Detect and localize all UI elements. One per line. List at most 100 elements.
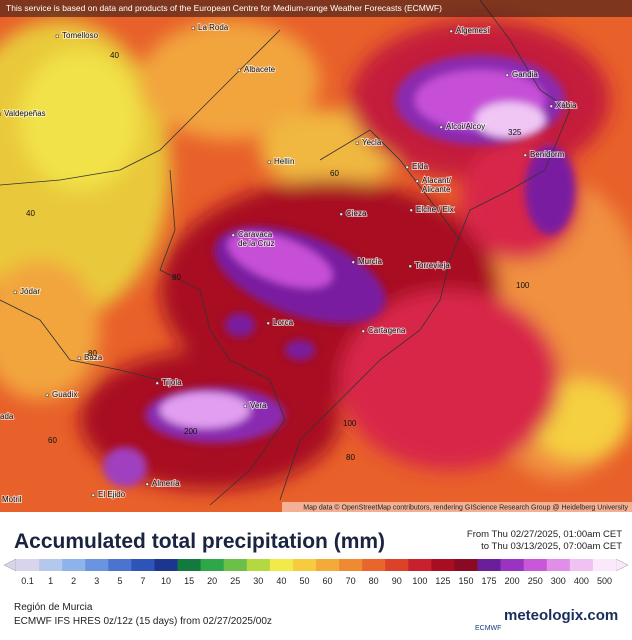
city-line: Benidorm <box>530 150 565 159</box>
city-marker <box>415 179 419 183</box>
city-marker <box>266 321 270 325</box>
city-label: Caravaca de la Cruz <box>238 230 274 248</box>
colorbar-label: 250 <box>528 576 543 586</box>
region: Región de Murcia <box>14 602 93 613</box>
brand: meteologix.com <box>504 607 619 624</box>
heavy-precip <box>103 55 575 487</box>
colorbar-label: 10 <box>161 576 171 586</box>
city-label: Alacant/Alicante <box>422 176 452 194</box>
city-line: Elda <box>412 162 429 171</box>
colorbar-label: 80 <box>369 576 379 586</box>
city-label: Torrevieja <box>415 261 450 270</box>
city-label: Baza <box>84 353 103 362</box>
city-line: Guadix <box>52 390 77 399</box>
map: This service is based on data and produc… <box>0 0 632 512</box>
city-label: Almería <box>152 479 180 488</box>
city-marker <box>523 153 527 157</box>
city-marker <box>155 381 159 385</box>
city-label: Valdepeñas <box>4 109 46 118</box>
colorbar-label: 15 <box>184 576 194 586</box>
colorbar-label: 50 <box>299 576 309 586</box>
city-line: ada <box>0 412 14 421</box>
city-line: Lorca <box>273 318 294 327</box>
colorbar-label: 25 <box>230 576 240 586</box>
colorbar-cell <box>408 559 432 571</box>
colorbar-label: 0.1 <box>21 576 34 586</box>
contour-label: 80 <box>88 349 97 358</box>
colorbar-cell <box>316 559 340 571</box>
colorbar-label: 500 <box>597 576 612 586</box>
banner-text: This service is based on data and produc… <box>6 3 442 13</box>
city-marker <box>0 112 1 116</box>
banner-bg <box>0 0 632 17</box>
colorbar-label: 300 <box>551 576 566 586</box>
period-to: to Thu 03/13/2025, 07:00am CET <box>481 541 622 552</box>
city-marker <box>45 393 49 397</box>
colorbar-cell <box>154 559 178 571</box>
city-label: Motril <box>2 495 22 504</box>
city-marker <box>355 141 359 145</box>
city-label: Yecla <box>362 138 382 147</box>
city-label: Jódar <box>20 287 40 296</box>
city-line: Tíjola <box>162 378 182 387</box>
city-label: Alcoi/Alcoy <box>446 122 485 131</box>
colorbar-cell <box>592 559 617 571</box>
colorbar-label: 125 <box>435 576 450 586</box>
colorbar-cell <box>108 559 132 571</box>
city-marker <box>505 73 509 77</box>
borders <box>0 0 571 506</box>
colorbar-label: 20 <box>207 576 217 586</box>
colorbar-label: 150 <box>458 576 473 586</box>
ecmwf-logo: ECMWF <box>475 625 502 632</box>
city-line: Valdepeñas <box>4 109 46 118</box>
city-marker <box>13 290 17 294</box>
city-line: Hellín <box>274 157 294 166</box>
contour-label: 325 <box>508 128 522 137</box>
colorbar-label: 100 <box>412 576 427 586</box>
city-line: Tomelloso <box>62 31 99 40</box>
city-label: Murcia <box>358 257 383 266</box>
contour-label: 60 <box>48 436 57 445</box>
city-marker <box>361 329 365 333</box>
city-line: de la Cruz <box>238 239 274 248</box>
period-from: From Thu 02/27/2025, 01:00am CET <box>466 529 622 540</box>
city-line: La Roda <box>198 23 229 32</box>
attribution: Map data © OpenStreetMap contributors, r… <box>303 504 628 512</box>
colorbar-cell <box>62 559 86 571</box>
colorbar-label: 2 <box>71 576 76 586</box>
city-marker <box>91 493 95 497</box>
colorbar-cell <box>569 559 594 571</box>
city-label: Vera <box>250 401 267 410</box>
city-line: Jódar <box>20 287 40 296</box>
colorbar-label: 7 <box>140 576 145 586</box>
city-line: Yecla <box>362 138 382 147</box>
city-label: Cieza <box>346 209 367 218</box>
city-marker <box>77 356 81 360</box>
contour-label: 100 <box>343 419 357 428</box>
colorbar-cell <box>454 559 478 571</box>
contour-label: 40 <box>26 209 35 218</box>
city-label: Algemesí <box>456 26 490 35</box>
colorbar-label: 200 <box>505 576 520 586</box>
city-line: Torrevieja <box>415 261 450 270</box>
colorbar-cell <box>16 559 40 571</box>
colorbar-cell <box>431 559 455 571</box>
city-label: Cartagena <box>368 326 406 335</box>
city-line: Murcia <box>358 257 383 266</box>
colorbar-label: 3 <box>94 576 99 586</box>
city-line: Cartagena <box>368 326 406 335</box>
city-label: Xàbia <box>556 101 577 110</box>
colorbar-cell <box>362 559 386 571</box>
city-marker <box>243 404 247 408</box>
city-label: Elche / Elx <box>416 205 454 214</box>
city-line: Algemesí <box>456 26 490 35</box>
colorbar-arrow-right <box>615 558 629 572</box>
colorbar-cell <box>177 559 201 571</box>
colorbar-cell <box>131 559 155 571</box>
city-marker <box>549 104 553 108</box>
model-info: ECMWF IFS HRES 0z/12z (15 days) from 02/… <box>14 616 272 627</box>
colorbar-cell <box>500 559 524 571</box>
legend-title: Accumulated total precipitation (mm) <box>14 530 386 553</box>
city-label: El Ejido <box>98 490 126 499</box>
city-marker <box>237 68 241 72</box>
